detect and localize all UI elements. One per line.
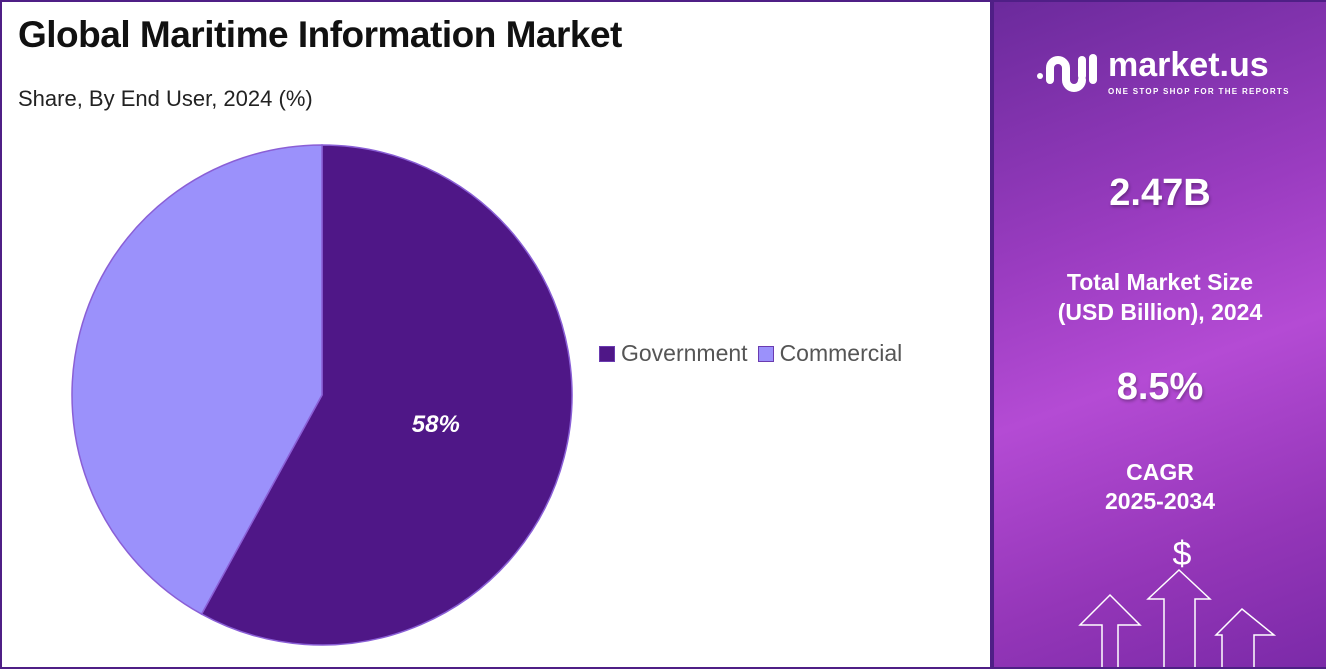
- legend-label-government: Government: [621, 340, 748, 366]
- pie-slice-commercial: [71, 144, 323, 616]
- legend-label-commercial: Commercial: [779, 340, 903, 366]
- legend: Government Commercial: [599, 340, 912, 367]
- logo-tagline: ONE STOP SHOP FOR THE REPORTS: [1108, 87, 1290, 96]
- cagr-value: 8.5%: [1116, 366, 1204, 408]
- chart-panel: Global Maritime Information Market Share…: [0, 0, 992, 669]
- chart-title: Global Maritime Information Market: [18, 14, 622, 55]
- legend-item-government: Government: [599, 340, 748, 367]
- pie-slice-government: [200, 144, 573, 646]
- data-label-government: 58%: [412, 411, 460, 438]
- cagr-label-2: 2025-2034: [1105, 488, 1215, 514]
- logo-name: market.us: [1108, 46, 1269, 84]
- legend-item-commercial: Commercial: [757, 340, 903, 367]
- dollar-icon: $: [1172, 535, 1192, 573]
- pie-chart: 58%: [71, 144, 573, 646]
- market-us-logo: market.us ONE STOP SHOP FOR THE REPORTS: [1034, 46, 1290, 96]
- chart-subtitle: Share, By End User, 2024 (%): [18, 86, 313, 111]
- logo-mark-icon: [1037, 54, 1097, 92]
- summary-panel: market.us ONE STOP SHOP FOR THE REPORTS …: [992, 0, 1326, 669]
- growth-arrows-icon: [1078, 568, 1277, 667]
- market-size-label-1: Total Market Size: [1066, 269, 1254, 295]
- legend-swatch-government: [599, 345, 615, 362]
- legend-swatch-commercial: [757, 345, 774, 362]
- market-size-label-2: (USD Billion), 2024: [1057, 299, 1263, 325]
- cagr-label-1: CAGR: [1126, 459, 1194, 485]
- market-size-value: 2.47B: [1109, 172, 1211, 214]
